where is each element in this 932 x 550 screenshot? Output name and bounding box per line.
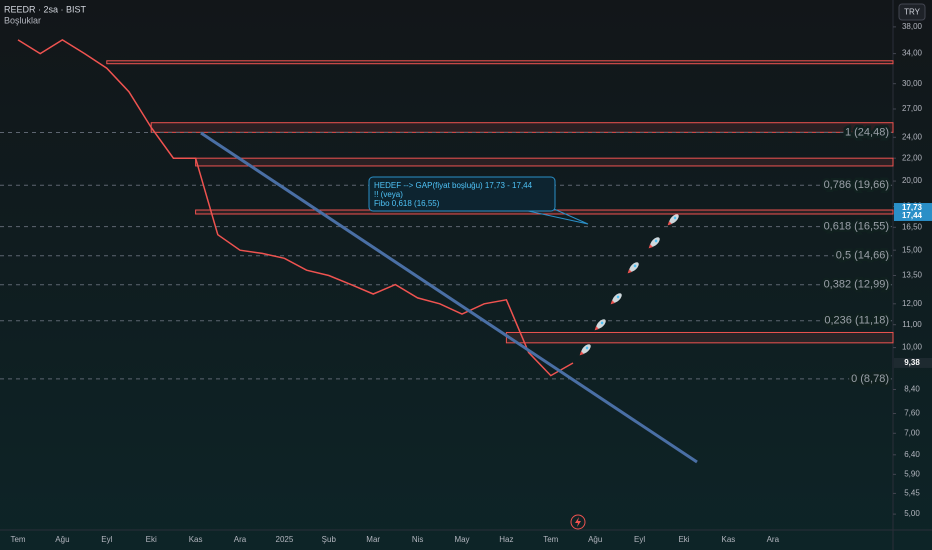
annotation-text: Fibo 0,618 (16,55) xyxy=(374,199,440,208)
gap-zone xyxy=(106,60,894,65)
x-tick-label: Tem xyxy=(543,535,558,544)
y-tick-label: 24,00 xyxy=(902,132,923,141)
y-tick-label: 12,00 xyxy=(902,299,923,308)
annotation-pointer xyxy=(518,208,589,225)
rocket-window xyxy=(654,239,658,243)
y-tick-label: 7,00 xyxy=(904,428,920,437)
y-tick-label: 22,00 xyxy=(902,153,923,162)
x-tick-label: Kas xyxy=(189,535,203,544)
rocket-window xyxy=(673,216,677,220)
y-tick-label: 34,00 xyxy=(902,49,923,58)
y-tick-label: 20,00 xyxy=(902,176,923,185)
y-tick-label: 38,00 xyxy=(902,22,923,31)
price-label: 17,73 xyxy=(902,203,923,212)
y-tick-label: 5,90 xyxy=(904,469,920,478)
fib-label: 0,5 (14,66) xyxy=(836,250,889,262)
x-tick-label: Eyl xyxy=(101,535,112,544)
x-tick-label: May xyxy=(454,535,469,544)
x-tick-label: Eki xyxy=(146,535,157,544)
y-tick-label: 5,00 xyxy=(904,509,920,518)
currency[interactable]: TRY xyxy=(904,8,921,17)
x-tick-label: Ağu xyxy=(588,535,602,544)
rocket-body xyxy=(596,319,606,329)
x-tick-label: Kas xyxy=(722,535,736,544)
x-tick-label: Ağu xyxy=(55,535,69,544)
rocket-body xyxy=(650,237,660,247)
price-line xyxy=(17,39,574,377)
y-tick-label: 7,60 xyxy=(904,409,920,418)
fib-label: 0 (8,78) xyxy=(851,373,889,385)
rocket-window xyxy=(633,264,637,268)
rocket-window xyxy=(585,346,589,350)
x-tick-label: Ara xyxy=(234,535,247,544)
y-tick-label: 8,40 xyxy=(904,385,920,394)
x-tick-label: Mar xyxy=(366,535,380,544)
y-tick-label: 6,40 xyxy=(904,450,920,459)
rocket-flame xyxy=(648,244,653,249)
y-tick-label: 27,00 xyxy=(902,104,923,113)
x-tick-label: Şub xyxy=(322,535,337,544)
price-label-box xyxy=(894,357,932,368)
x-tick-label: Eyl xyxy=(634,535,645,544)
fib-label: 0,236 (11,18) xyxy=(824,315,889,327)
x-tick-label: Nis xyxy=(412,535,424,544)
fib-label: 0,382 (12,99) xyxy=(824,279,889,291)
fib-label: 0,786 (19,66) xyxy=(824,179,889,191)
indicator: Boşluklar xyxy=(4,15,41,25)
trend-line xyxy=(200,131,698,464)
currency-box[interactable] xyxy=(898,3,926,21)
rocket-flame xyxy=(667,221,672,226)
rocket xyxy=(667,214,679,226)
gap-zone xyxy=(150,122,894,133)
x-tick-label: Tem xyxy=(10,535,25,544)
event-icon xyxy=(575,517,581,527)
x-tick-label: Ara xyxy=(767,535,780,544)
y-tick-label: 15,00 xyxy=(902,245,923,254)
annotation-text: !! (veya) xyxy=(374,190,403,199)
rocket xyxy=(648,237,660,249)
y-tick-label: 16,50 xyxy=(902,222,923,231)
y-tick-label: 11,00 xyxy=(902,320,922,329)
price-label: 9,38 xyxy=(904,358,920,367)
fib-label: 0,618 (16,55) xyxy=(824,220,889,232)
gap-zone xyxy=(195,157,894,167)
annotation-text: HEDEF --> GAP(fiyat boşluğu) 17,73 - 17,… xyxy=(374,181,533,190)
symbol: REEDR · 2sa · BIST xyxy=(4,4,87,14)
rocket-body xyxy=(581,344,591,354)
annotation-box xyxy=(368,176,556,212)
rocket xyxy=(610,293,622,305)
y-tick-label: 5,45 xyxy=(904,489,920,498)
y-tick-label: 10,00 xyxy=(902,343,923,352)
rocket-body xyxy=(612,293,622,303)
y-tick-label: 13,50 xyxy=(902,271,923,280)
price-label: 17,44 xyxy=(902,211,923,220)
price-label-box xyxy=(894,210,932,221)
rocket-window xyxy=(600,321,604,325)
event-icon[interactable] xyxy=(570,514,586,530)
x-tick-label: Eki xyxy=(678,535,689,544)
rocket-window xyxy=(616,295,620,299)
x-tick-label: 2025 xyxy=(276,535,294,544)
rocket-body xyxy=(629,262,639,272)
x-tick-label: Haz xyxy=(499,535,513,544)
price-label-box xyxy=(894,203,932,214)
fib-label: 1 (24,48) xyxy=(845,126,889,138)
rocket-body xyxy=(669,214,679,224)
y-tick-label: 30,00 xyxy=(902,79,923,88)
gap-zone xyxy=(505,331,894,344)
